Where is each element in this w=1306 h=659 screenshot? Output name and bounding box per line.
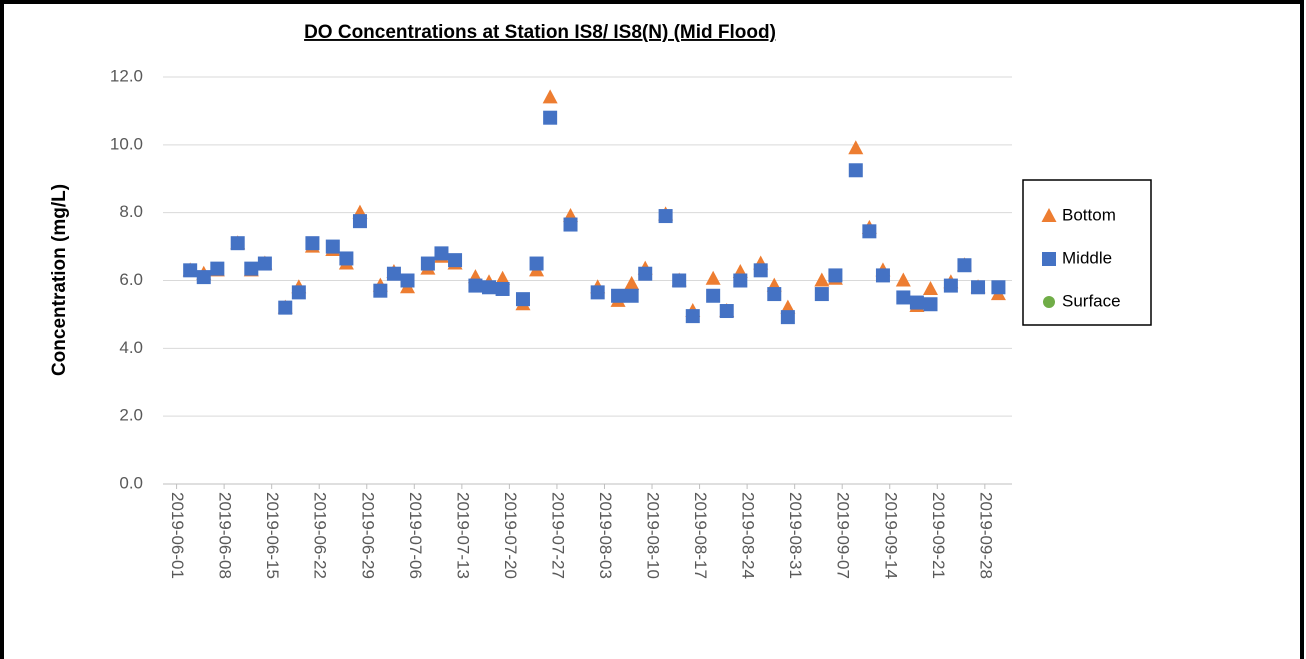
square-marker: [230, 236, 245, 251]
square-marker: [909, 295, 924, 310]
x-tick-label: 2019-08-31: [786, 492, 805, 579]
square-marker: [862, 224, 877, 239]
square-marker: [420, 256, 435, 271]
square-marker: [957, 258, 972, 273]
chart-title: DO Concentrations at Station IS8/ IS8(N)…: [304, 22, 776, 43]
square-marker: [400, 273, 415, 288]
square-marker: [257, 256, 272, 271]
square-marker: [196, 270, 211, 285]
square-marker: [991, 280, 1006, 295]
square-marker: [971, 280, 986, 295]
y-tick-label: 8.0: [119, 202, 143, 221]
x-tick-label: 2019-09-07: [834, 492, 853, 579]
square-marker: [753, 263, 768, 278]
square-marker: [563, 217, 578, 232]
x-tick-label: 2019-06-15: [263, 492, 282, 579]
triangle-marker: [705, 270, 721, 285]
square-marker: [943, 278, 958, 293]
square-marker: [624, 288, 639, 303]
legend-label: Surface: [1062, 291, 1121, 310]
square-marker: [611, 288, 626, 303]
y-tick-label: 10.0: [110, 134, 143, 153]
x-tick-label: 2019-07-13: [453, 492, 472, 579]
triangle-marker: [542, 89, 558, 104]
square-marker: [875, 268, 890, 283]
square-marker: [278, 300, 293, 315]
square-marker: [244, 261, 259, 276]
x-tick-label: 2019-09-28: [976, 492, 995, 579]
square-marker: [183, 263, 198, 278]
x-tick-label: 2019-06-08: [216, 492, 235, 579]
x-tick-label: 2019-08-17: [691, 492, 710, 579]
triangle-marker: [895, 272, 911, 287]
x-tick-label: 2019-07-20: [501, 492, 520, 579]
square-marker: [448, 253, 463, 268]
y-tick-label: 4.0: [119, 338, 143, 357]
square-marker: [482, 280, 497, 295]
square-marker: [210, 261, 225, 276]
square-marker: [434, 246, 449, 261]
y-tick-label: 2.0: [119, 406, 143, 425]
square-marker: [719, 304, 734, 319]
square-marker: [767, 287, 782, 302]
y-tick-label: 6.0: [119, 270, 143, 289]
y-tick-label: 12.0: [110, 66, 143, 85]
square-marker: [658, 209, 673, 224]
legend-marker: [1043, 296, 1055, 308]
x-tick-label: 2019-07-06: [406, 492, 425, 579]
square-marker: [672, 273, 687, 288]
square-marker: [495, 281, 510, 296]
x-tick-label: 2019-08-24: [739, 492, 758, 579]
square-marker: [468, 278, 483, 293]
square-marker: [638, 266, 653, 281]
square-marker: [373, 283, 388, 298]
square-marker: [352, 214, 367, 229]
legend-label: Middle: [1062, 248, 1112, 267]
square-marker: [814, 287, 829, 302]
triangle-marker: [922, 280, 938, 295]
square-marker: [386, 266, 401, 281]
square-marker: [733, 273, 748, 288]
legend-marker: [1042, 252, 1056, 266]
x-tick-label: 2019-08-10: [644, 492, 663, 579]
triangle-marker: [495, 270, 511, 285]
x-tick-label: 2019-09-14: [881, 492, 900, 579]
square-marker: [325, 239, 340, 254]
legend-label: Bottom: [1062, 205, 1116, 224]
y-tick-label: 0.0: [119, 473, 143, 492]
square-marker: [590, 285, 605, 300]
square-marker: [685, 309, 700, 324]
square-marker: [305, 236, 320, 251]
triangle-marker: [624, 275, 640, 290]
x-tick-label: 2019-06-01: [168, 492, 187, 579]
triangle-marker: [848, 140, 864, 155]
square-marker: [706, 288, 721, 303]
square-marker: [923, 297, 938, 312]
square-marker: [848, 163, 863, 178]
square-marker: [543, 110, 558, 125]
x-tick-label: 2019-07-27: [548, 492, 567, 579]
x-tick-label: 2019-06-29: [358, 492, 377, 579]
x-tick-label: 2019-06-22: [311, 492, 330, 579]
square-marker: [896, 290, 911, 305]
square-marker: [529, 256, 544, 271]
square-marker: [780, 310, 795, 325]
y-axis-label: Concentration (mg/L): [49, 184, 70, 376]
triangle-marker: [814, 272, 830, 287]
legend-marker: [1041, 208, 1057, 222]
x-tick-label: 2019-09-21: [929, 492, 948, 579]
square-marker: [339, 251, 354, 266]
square-marker: [515, 292, 530, 307]
square-marker: [291, 285, 306, 300]
square-marker: [828, 268, 843, 283]
x-tick-label: 2019-08-03: [596, 492, 615, 579]
